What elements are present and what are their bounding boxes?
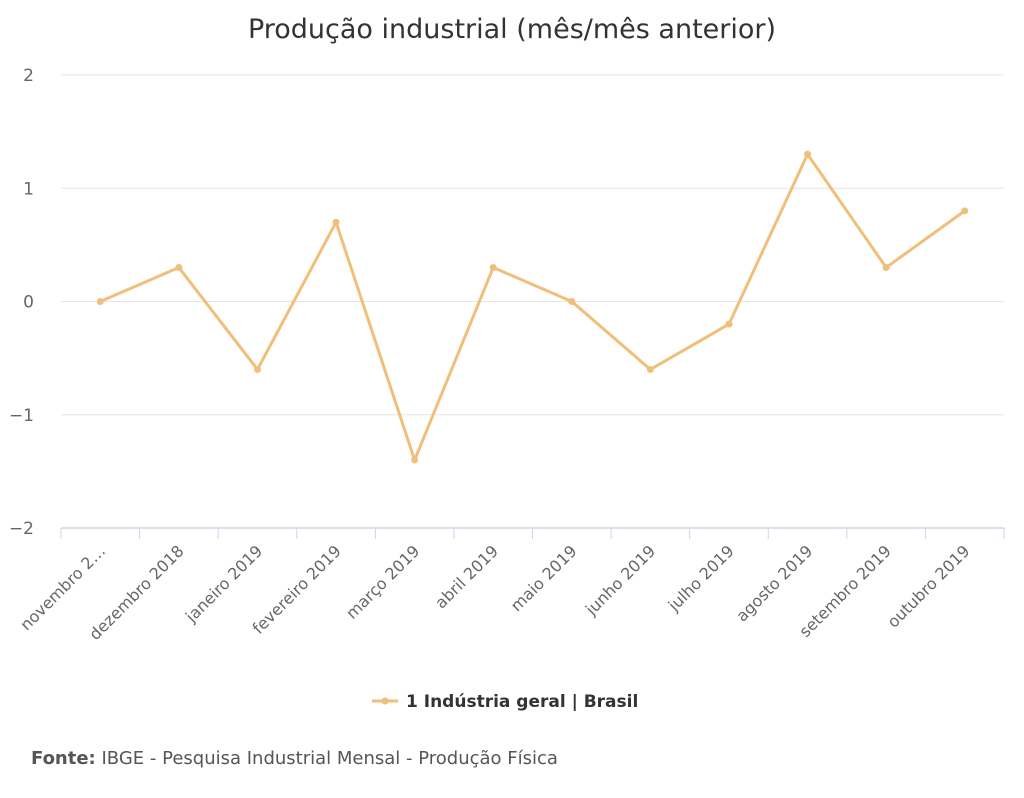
series-line-group [96,150,969,464]
data-point[interactable] [175,264,183,272]
legend-label: 1 Indústria geral | Brasil [406,692,638,712]
x-tick-label: julho 2019 [664,541,738,615]
y-tick-label: 1 [23,179,34,199]
x-tick-label: outubro 2019 [884,541,974,631]
x-tick-label: janeiro 2019 [181,541,266,626]
data-point[interactable] [96,298,104,305]
source-note: Fonte: IBGE - Pesquisa Industrial Mensal… [31,748,558,769]
grid-lines [61,74,1004,416]
data-point[interactable] [725,320,733,328]
legend-marker [381,697,389,705]
x-tick-label: junho 2019 [581,541,659,619]
chart-title: Produção industrial (mês/mês anterior) [248,14,776,45]
data-point[interactable] [961,207,969,215]
data-point[interactable] [568,298,576,305]
x-tick-label: março 2019 [342,541,423,622]
source-text: IBGE - Pesquisa Industrial Mensal - Prod… [101,748,558,769]
data-point[interactable] [253,365,261,373]
y-tick-label: −1 [9,406,34,426]
x-tick-label: abril 2019 [431,541,502,612]
data-point[interactable] [489,264,497,272]
data-point[interactable] [646,365,654,373]
y-tick-label: −2 [9,519,34,539]
data-point[interactable] [411,456,419,464]
series-line [98,152,967,462]
data-point[interactable] [882,264,890,272]
y-axis-ticks: 2 1 0 −1 −2 [9,66,34,539]
legend[interactable]: 1 Indústria geral | Brasil [372,692,638,712]
y-tick-label: 0 [23,293,34,313]
y-tick-label: 2 [23,66,34,86]
data-point[interactable] [332,218,340,226]
x-tick-label: maio 2019 [507,541,581,615]
x-tick-label: agosto 2019 [732,541,816,625]
source-label: Fonte: [31,748,96,769]
data-point[interactable] [804,150,812,158]
